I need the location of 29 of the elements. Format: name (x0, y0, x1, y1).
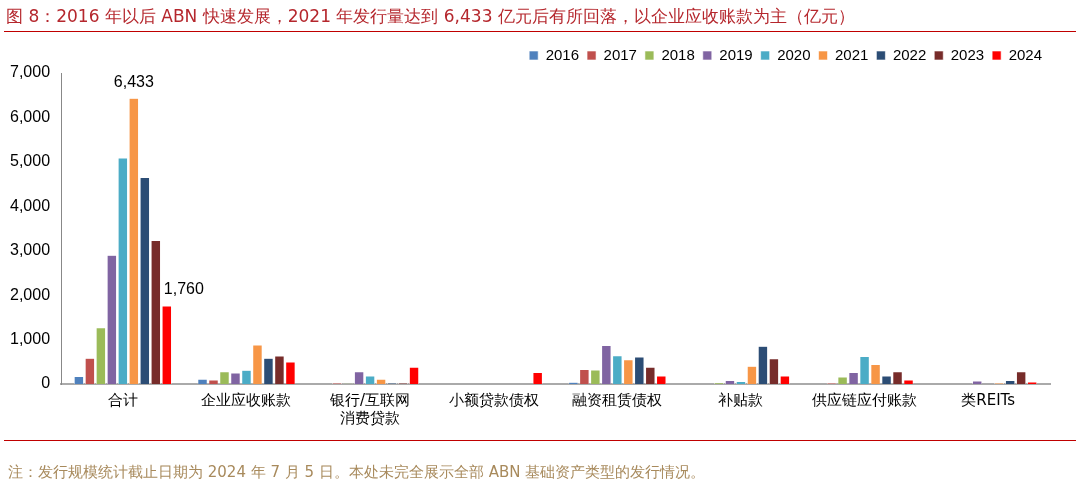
legend-label: 2018 (661, 45, 695, 63)
y-tick-label: 5,000 (9, 152, 51, 170)
text: 注：发行规模统计截止日期为 2024 年 7 月 5 日。本处未完全展示全部 ABN 基础资产类型的发行情况。 (8, 463, 706, 482)
data-label: 1,760 (163, 280, 204, 298)
legend-label: 2019 (719, 45, 753, 63)
x-tick-label: 合计 (107, 390, 138, 409)
data-label: 6,433 (113, 72, 154, 90)
chart-title: 图 8：2016 年以后 ABN 快速发展，2021 年发行量达到 6,433 亿元后有所回落，以企业应收账款为主（亿元） (6, 5, 855, 28)
x-tick-label: 小额贷款债权 (448, 390, 539, 409)
x-tick-label: 供应链应付账款 (812, 390, 918, 409)
x-tick-label: 融资租赁债权 (572, 390, 663, 409)
legend-label: 2022 (892, 45, 927, 63)
x-tick-label: 银行/互联网消费贷款 (329, 390, 411, 427)
y-tick-label: 4,000 (9, 196, 51, 214)
y-tick-label: 3,000 (9, 241, 51, 259)
y-tick-label: 7,000 (9, 63, 51, 81)
legend-label: 2016 (545, 45, 580, 63)
legend-label: 2023 (950, 45, 985, 63)
y-tick-label: 2,000 (9, 285, 51, 303)
x-tick-label: 补贴款 (718, 390, 764, 409)
y-tick-label: 6,000 (9, 107, 51, 125)
legend-label: 2020 (777, 45, 811, 63)
legend-label: 2024 (1008, 45, 1043, 63)
legend-label: 2021 (835, 45, 869, 63)
y-tick-label: 1,000 (9, 329, 51, 347)
legend-label: 2017 (603, 45, 637, 63)
x-tick-label: 企业应收账款 (201, 390, 292, 409)
x-tick-label: 类REITs (961, 390, 1016, 409)
y-tick-label: 0 (41, 374, 51, 392)
